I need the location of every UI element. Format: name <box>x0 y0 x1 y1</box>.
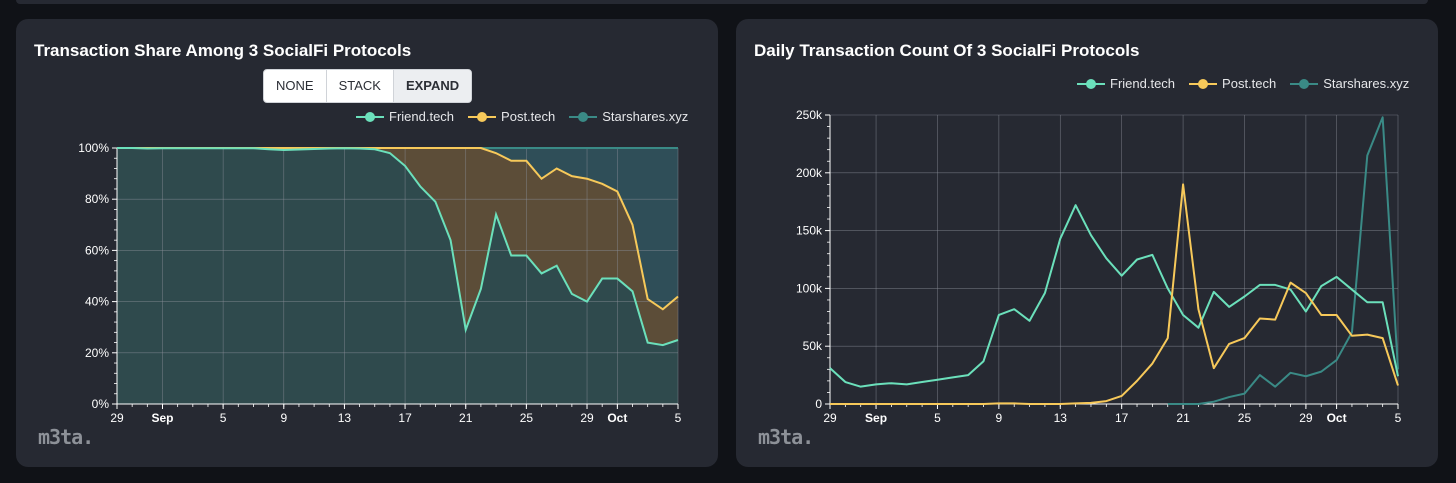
x-tick-label: 9 <box>996 411 1003 425</box>
transaction-share-card: Transaction Share Among 3 SocialFi Proto… <box>16 19 718 467</box>
y-tick-label: 60% <box>85 243 109 257</box>
x-tick-label: 5 <box>934 411 941 425</box>
meta-logo: m3ta. <box>38 425 94 449</box>
expand-mode-button[interactable]: EXPAND <box>393 70 472 102</box>
x-tick-label: 29 <box>1299 411 1313 425</box>
y-tick-label: 0% <box>92 397 110 411</box>
y-tick-label: 50k <box>803 339 823 353</box>
chart-legend: Friend.tech Post.tech Starshares.xyz <box>356 109 688 124</box>
line-friend <box>829 204 1399 388</box>
line-starshares <box>1167 116 1399 405</box>
legend-label-starshares: Starshares.xyz <box>1323 76 1410 91</box>
legend-marker-friend <box>1077 78 1105 89</box>
x-tick-label: Sep <box>865 411 887 425</box>
y-tick-label: 80% <box>85 192 109 206</box>
legend-label-friend: Friend.tech <box>389 109 455 124</box>
meta-logo: m3ta. <box>758 425 814 449</box>
legend-item-starshares[interactable]: Starshares.xyz <box>569 109 688 124</box>
x-tick-label: 17 <box>1115 411 1129 425</box>
line-post <box>830 183 1399 405</box>
x-tick-label: 5 <box>675 411 682 425</box>
x-tick-label: 5 <box>220 411 227 425</box>
legend-item-starshares[interactable]: Starshares.xyz <box>1290 76 1409 91</box>
x-tick-label: 17 <box>398 411 412 425</box>
y-tick-label: 100k <box>796 281 823 295</box>
x-tick-label: 21 <box>459 411 473 425</box>
legend-marker-post <box>1189 78 1218 89</box>
x-tick-label: Sep <box>151 411 173 425</box>
legend-item-post[interactable]: Post.tech <box>1189 76 1276 91</box>
y-tick-label: 0 <box>815 397 822 411</box>
x-tick-label: 25 <box>520 411 534 425</box>
legend-marker-post <box>468 111 497 122</box>
legend-item-friend[interactable]: Friend.tech <box>1077 76 1175 91</box>
x-tick-label: Oct <box>1327 411 1347 425</box>
none-mode-button[interactable]: NONE <box>264 70 327 102</box>
legend-label-friend: Friend.tech <box>1110 76 1176 91</box>
x-tick-label: 9 <box>280 411 287 425</box>
transaction-count-card: Daily Transaction Count Of 3 SocialFi Pr… <box>736 19 1438 467</box>
line-friend <box>117 147 679 347</box>
y-tick-label: 20% <box>85 346 109 360</box>
x-tick-label: 29 <box>110 411 124 425</box>
y-tick-label: 150k <box>796 224 823 238</box>
x-tick-label: 29 <box>823 411 837 425</box>
legend-item-friend[interactable]: Friend.tech <box>356 109 454 124</box>
area-friend <box>117 148 678 404</box>
share-plot-area: 0% 20% 40% 60% 80% 100% 29 Sep 5 9 13 17 21 25 29 Oct 5 <box>78 141 682 425</box>
legend-label-post: Post.tech <box>501 109 556 124</box>
stack-mode-button[interactable]: STACK <box>327 70 394 102</box>
x-tick-label: 13 <box>1054 411 1068 425</box>
legend-marker-friend <box>356 111 384 122</box>
legend-item-post[interactable]: Post.tech <box>468 109 555 124</box>
x-tick-label: 5 <box>1395 411 1402 425</box>
legend-label-starshares: Starshares.xyz <box>602 109 689 124</box>
x-tick-label: 25 <box>1238 411 1252 425</box>
x-tick-label: 13 <box>338 411 352 425</box>
chart-title: Transaction Share Among 3 SocialFi Proto… <box>34 41 412 60</box>
chart-legend: Friend.tech Post.tech Starshares.xyz <box>1077 76 1409 91</box>
legend-marker-starshares <box>569 111 598 122</box>
stack-mode-toggle: NONE STACK EXPAND <box>263 69 473 103</box>
top-panel-edge <box>16 0 1428 4</box>
legend-label-post: Post.tech <box>1222 76 1277 91</box>
x-tick-label: 21 <box>1176 411 1190 425</box>
x-tick-label: 29 <box>580 411 594 425</box>
legend-marker-starshares <box>1290 78 1319 89</box>
chart-title: Daily Transaction Count Of 3 SocialFi Pr… <box>754 41 1140 60</box>
y-tick-label: 100% <box>78 141 109 155</box>
x-tick-label: Oct <box>607 411 627 425</box>
y-tick-label: 40% <box>85 295 109 309</box>
count-plot-area: 0 50k 100k 150k 200k 250k 29 Sep 5 9 13 17 21 25 29 Oct… <box>796 108 1402 425</box>
y-tick-label: 200k <box>796 166 823 180</box>
y-tick-label: 250k <box>796 108 823 122</box>
